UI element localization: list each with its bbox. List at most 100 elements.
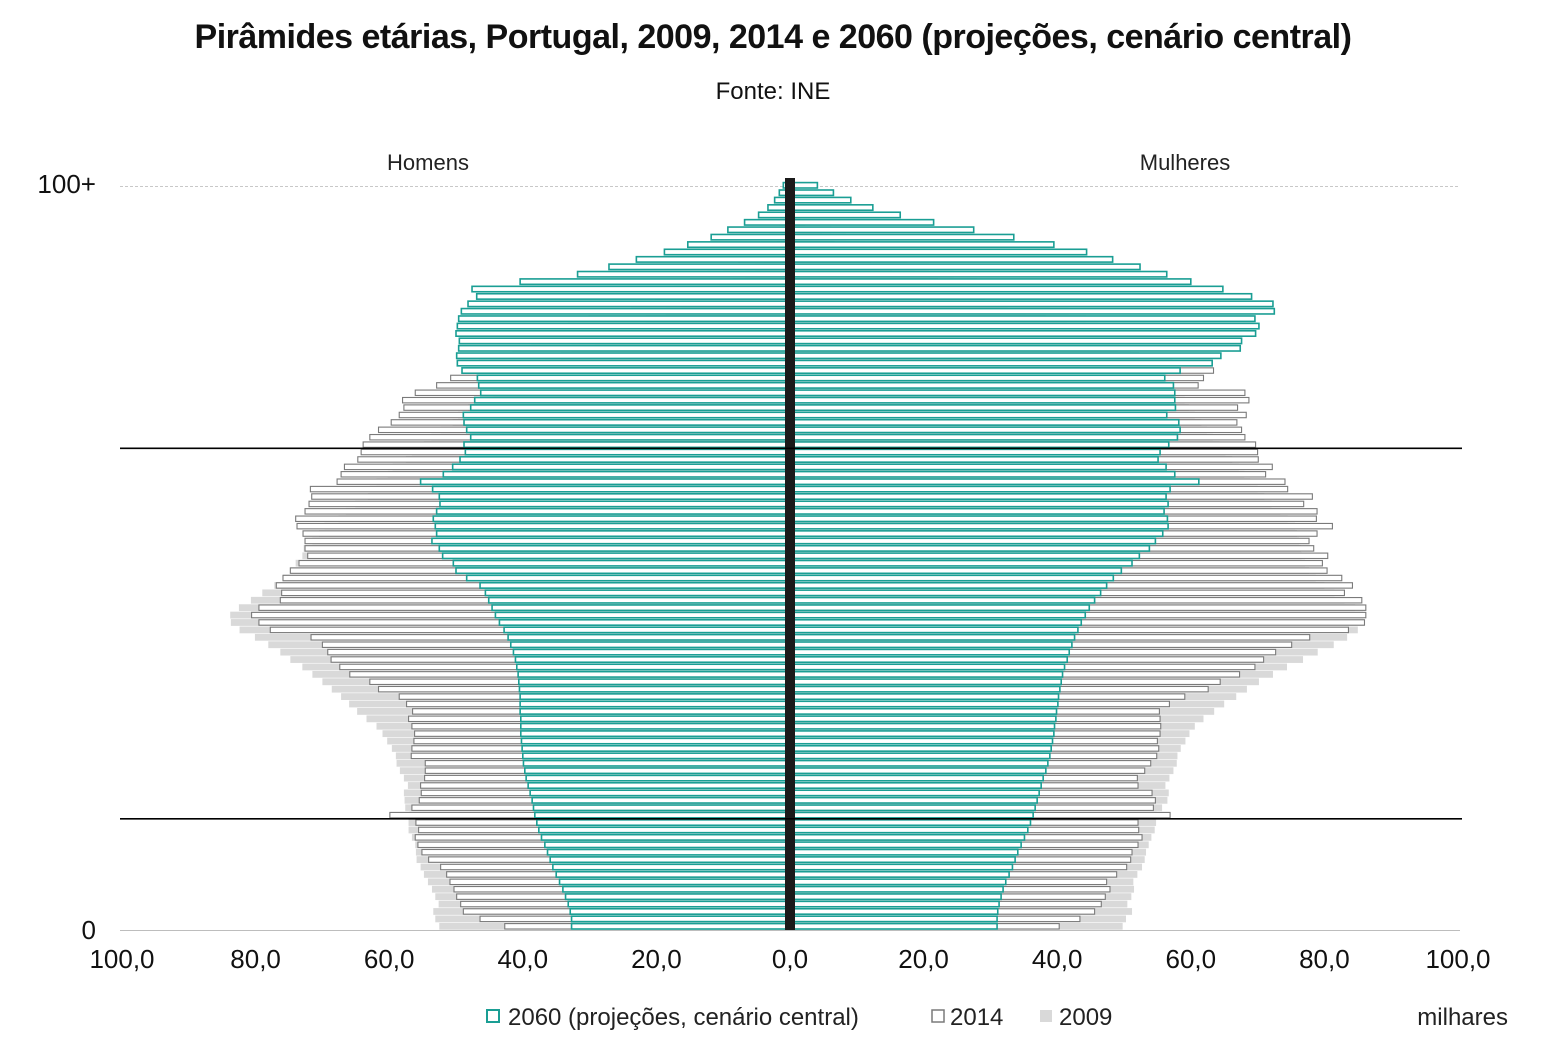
bar-2060-men-age-30 (519, 700, 791, 708)
bar-2060-men-age-60 (419, 478, 791, 486)
bar-2060-women-age-42 (789, 611, 1087, 619)
x-tick-label: 0,0 (772, 944, 808, 974)
bar-2060-men-age-22 (522, 759, 791, 767)
bar-2060-women-age-93 (789, 233, 1015, 241)
bar-2060-men-age-69 (462, 411, 791, 419)
bar-2060-men-age-61 (442, 470, 791, 478)
bar-2060-women-age-12 (789, 833, 1026, 841)
bar-2060-men-age-46 (479, 581, 791, 589)
bar-2060-women-age-63 (789, 455, 1159, 463)
bar-2060-men-age-84 (467, 300, 791, 308)
bar-2060-men-age-9 (549, 856, 791, 864)
bar-2060-men-age-45 (484, 589, 791, 597)
bar-2060-men-age-47 (465, 574, 791, 582)
bar-2060-women-age-90 (789, 255, 1114, 263)
bar-2060-men-age-32 (518, 685, 791, 693)
bar-2060-men-age-63 (459, 455, 791, 463)
bar-2060-women-age-30 (789, 700, 1059, 708)
bar-2060-women-age-89 (789, 263, 1141, 271)
bar-2060-men-age-6 (558, 878, 791, 886)
bar-2060-men-age-33 (517, 678, 791, 686)
bar-2060-men-age-28 (519, 715, 791, 723)
bar-2060-women-age-65 (789, 441, 1170, 449)
bar-2060-women-age-66 (789, 433, 1179, 441)
bar-2060-men-age-17 (531, 796, 791, 804)
bar-2060-men-age-80 (455, 329, 791, 338)
legend-label-2060: 2060 (projeções, cenário central) (508, 1004, 859, 1031)
bar-2060-women-age-73 (789, 381, 1175, 389)
bar-2060-women-age-87 (789, 278, 1192, 286)
women-label: Mulheres (1140, 150, 1230, 175)
bar-2060-men-age-62 (451, 463, 791, 471)
bar-2060-men-age-57 (439, 500, 791, 508)
bar-2060-men-age-49 (452, 559, 791, 567)
bar-2060-men-age-31 (519, 693, 791, 701)
bar-2060-men-age-19 (527, 781, 791, 790)
bar-2060-women-age-96 (789, 211, 902, 219)
bar-2060-women-age-29 (789, 707, 1058, 715)
bar-2060-women-age-3 (789, 900, 1000, 908)
bar-2060-men-age-27 (519, 722, 791, 730)
bar-2060-men-age-18 (529, 789, 791, 797)
legend: 2060 (projeções, cenário central) 2014 2… (486, 1004, 1112, 1031)
legend-swatch-2060 (486, 1009, 500, 1023)
bar-2060-women-age-41 (789, 618, 1083, 626)
bar-2060-women-age-26 (789, 730, 1055, 738)
bar-2060-men-age-58 (438, 493, 791, 501)
bar-2060-women-age-5 (789, 885, 1004, 893)
bar-2060-women-age-78 (789, 344, 1242, 352)
bar-2060-women-age-69 (789, 411, 1168, 419)
x-tick-label: 40,0 (1032, 944, 1083, 974)
bar-2060-men-age-12 (540, 833, 791, 841)
bar-2060-men-age-56 (435, 507, 791, 515)
x-axis-ticks: 100,0 80,0 60,0 40,0 20,0 0,0 20,0 40,0 60,0 80,0… (89, 944, 1490, 974)
legend-swatch-2009 (1040, 1010, 1052, 1022)
bar-2060-men-age-94 (727, 226, 791, 234)
bar-2060-men-age-71 (473, 396, 791, 404)
bar-2060-men-age-0 (570, 922, 791, 930)
bar-2060-women-age-37 (789, 648, 1071, 656)
bar-2060-women-age-67 (789, 426, 1181, 434)
bar-2060-women-age-84 (789, 300, 1274, 308)
bar-2060-women-age-7 (789, 870, 1010, 878)
bar-2060-women-age-71 (789, 396, 1176, 404)
bar-2060-men-age-51 (438, 544, 791, 552)
bar-2060-men-age-52 (431, 537, 791, 545)
bar-2060-men-age-36 (514, 656, 791, 664)
bar-2060-women-age-0 (789, 922, 998, 930)
x-tick-label: 60,0 (1165, 944, 1216, 974)
age-label-top: 100+ (37, 169, 96, 199)
bar-2060-women-age-27 (789, 722, 1056, 730)
bar-2060-men-age-13 (538, 826, 791, 834)
bar-2060-men-age-74 (476, 374, 791, 382)
bar-2060-women-age-97 (789, 204, 874, 212)
bar-2060-men-age-66 (469, 433, 791, 441)
bar-2060-women-age-91 (789, 248, 1088, 256)
bar-2060-women-age-72 (789, 389, 1176, 397)
x-tick-label: 100,0 (89, 944, 154, 974)
bar-2060-men-age-8 (552, 863, 791, 871)
bar-2060-women-age-50 (789, 552, 1141, 560)
bar-2060-men-age-1 (570, 915, 791, 923)
x-tick-label: 20,0 (631, 944, 682, 974)
bar-2060-men-age-40 (503, 626, 791, 634)
bar-2060-women-age-28 (789, 715, 1057, 723)
bar-2060-women-age-8 (789, 863, 1014, 871)
bar-2060-women-age-95 (789, 218, 935, 226)
bar-2060-women-age-80 (789, 329, 1257, 338)
bar-2060-men-age-77 (455, 352, 791, 360)
bar-2060-men-age-79 (458, 337, 791, 345)
bar-2060-women-age-34 (789, 670, 1064, 678)
bar-2060-men-age-48 (455, 567, 791, 575)
bar-2060-women-age-13 (789, 826, 1029, 834)
bar-2060-women-age-38 (789, 641, 1073, 649)
bar-2060-women-age-82 (789, 315, 1256, 323)
bar-2060-women-age-2 (789, 907, 999, 915)
bar-2060-men-age-81 (456, 322, 791, 330)
bar-2060-men-age-20 (525, 774, 791, 782)
legend-swatch-2014 (931, 1009, 945, 1023)
men-label: Homens (387, 150, 469, 175)
bar-2060-men-age-5 (562, 885, 791, 893)
bar-2060-women-age-47 (789, 574, 1115, 582)
